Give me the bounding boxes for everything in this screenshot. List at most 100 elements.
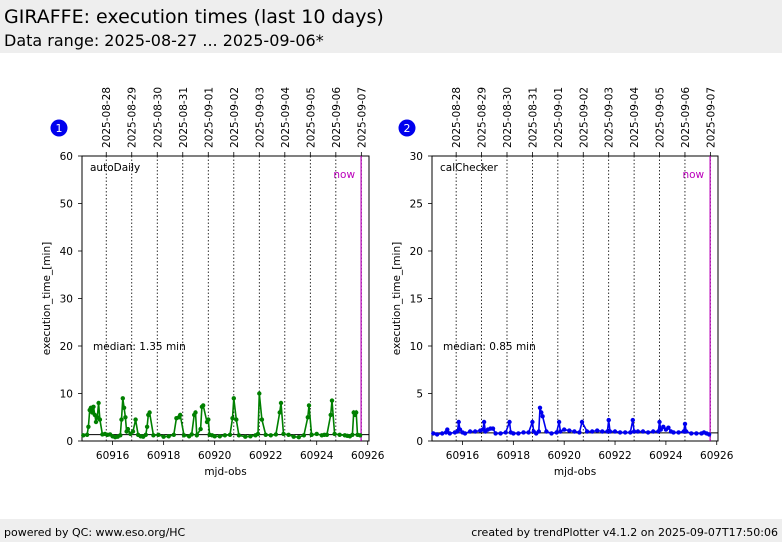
panel2-badge-number: 2 [404,122,411,135]
panel1-data-point [161,434,166,439]
header-bar: GIRAFFE: execution times (last 10 days) … [0,0,782,53]
panel1-data-point [314,431,319,437]
panel1-data-point [328,412,333,418]
panel1-y-tick-label: 60 [60,151,73,163]
panel2-data-point [684,429,689,434]
panel1-data-point [263,432,268,437]
panel2-date-label: 2025-09-01 [553,87,565,148]
panel2-data-point [536,429,541,434]
panel2-data-point [694,431,699,436]
panel1-data-point [301,433,307,438]
panel2-data-point [661,424,666,429]
panel2-data-point [530,419,535,425]
panel1-y-tick-label: 10 [60,389,73,401]
panel2-date-label: 2025-09-02 [578,87,590,148]
panel2-data-point [447,431,452,436]
panel2-y-tick-label: 0 [416,436,423,448]
panel1-data-point [119,417,124,422]
panel1-data-point [166,434,171,439]
panel2-data-point [635,429,641,434]
panel2-data-point [640,429,646,434]
panel2-data-point [467,429,473,434]
panel1-x-tick-label: 60920 [198,450,231,462]
panel1-date-label: 2025-08-31 [178,87,190,148]
panel1-now-label: now [333,169,355,181]
panel2-x-tick-label: 60918 [497,450,530,462]
panel2-data-point [456,419,461,425]
panel2-data-point [600,429,605,434]
panel2-data-point [457,427,463,432]
panel1-data-point [273,432,279,437]
panel2-data-point [507,419,512,425]
panel2-date-label: 2025-09-05 [655,87,667,148]
panel1-badge-number: 1 [56,122,63,135]
panel1-date-label: 2025-09-02 [229,87,241,148]
panel2-data-point [445,427,450,432]
panel2-data-point [658,427,663,432]
panel1-data-point [277,410,282,415]
panel2-y-tick-label: 30 [410,151,423,163]
panel1-data-point [133,417,138,422]
panel1-data-point [234,417,239,422]
panel2-y-tick-label: 5 [416,389,423,401]
panel1-data-point [201,403,206,408]
panel1-data-point [222,433,228,438]
panel2-data-point [539,410,544,415]
panel1-panel-label: autoDaily [90,162,140,174]
panel1-data-point [357,433,363,438]
panel1-data-point [120,396,126,401]
panel2-data-point [544,429,549,434]
panel1-data-point [281,431,286,437]
panel1-y-tick-label: 20 [60,341,73,353]
panel1-data-point [144,424,150,429]
panel1-date-label: 2025-09-05 [305,87,317,148]
panel1-data-point [329,398,335,403]
panel1-x-tick-label: 60918 [147,450,180,462]
panel1-date-label: 2025-08-28 [101,87,113,148]
panel1-date-label: 2025-09-06 [331,87,343,148]
panel1-data-point [118,433,123,438]
panel1-data-point [178,412,183,418]
panel1-data-point [212,434,217,439]
panel1-data-point [156,432,161,437]
panel1-data-point [143,432,148,437]
panel1-y-tick-label: 50 [60,199,73,211]
panel1-data-point [231,396,236,401]
panel1-data-point [257,391,262,396]
panel2-data-point [490,426,496,431]
panel1-data-point [291,434,296,439]
footer-credit: powered by QC: www.eso.org/HC [4,526,186,539]
panel2-date-label: 2025-08-30 [502,87,514,148]
panel1-date-label: 2025-09-03 [254,87,266,148]
panel1-y-tick-label: 0 [66,436,73,448]
panel2-data-point [606,417,611,423]
panel1-data-point [296,435,301,440]
panel2-data-point [628,430,633,435]
panel1-date-label: 2025-08-29 [127,87,139,148]
panel2-data-point [595,428,600,433]
panel2-y-tick-label: 15 [410,294,423,306]
panel2-y-axis-label: execution_time_[min] [391,242,403,355]
panel2-data-point [631,429,637,434]
panel2-x-tick-label: 60926 [700,450,734,462]
panel2-data-point [462,431,468,436]
footer-generator: created by trendPlotter v4.1.2 on 2025-0… [471,526,778,539]
panel2-data-point [651,429,656,434]
panel2-panel-label: calChecker [440,162,499,174]
panel1-data-point [350,432,355,437]
panel1-data-point [97,417,103,422]
panel2-data-point [537,405,543,410]
panel1-data-point [171,432,176,437]
panel1-data-point [181,433,187,438]
panel1-data-point [309,432,314,437]
panel1-data-point [130,429,136,434]
panel2-date-label: 2025-08-29 [477,87,489,148]
panel2-y-tick-label: 25 [410,199,423,211]
panel2-data-point [554,430,559,435]
panel1-data-point [93,419,99,425]
panel2-data-point [572,429,577,434]
panel2-data-point [666,425,671,430]
panel2-data-point [645,430,651,435]
panel2-data-point [493,431,498,436]
